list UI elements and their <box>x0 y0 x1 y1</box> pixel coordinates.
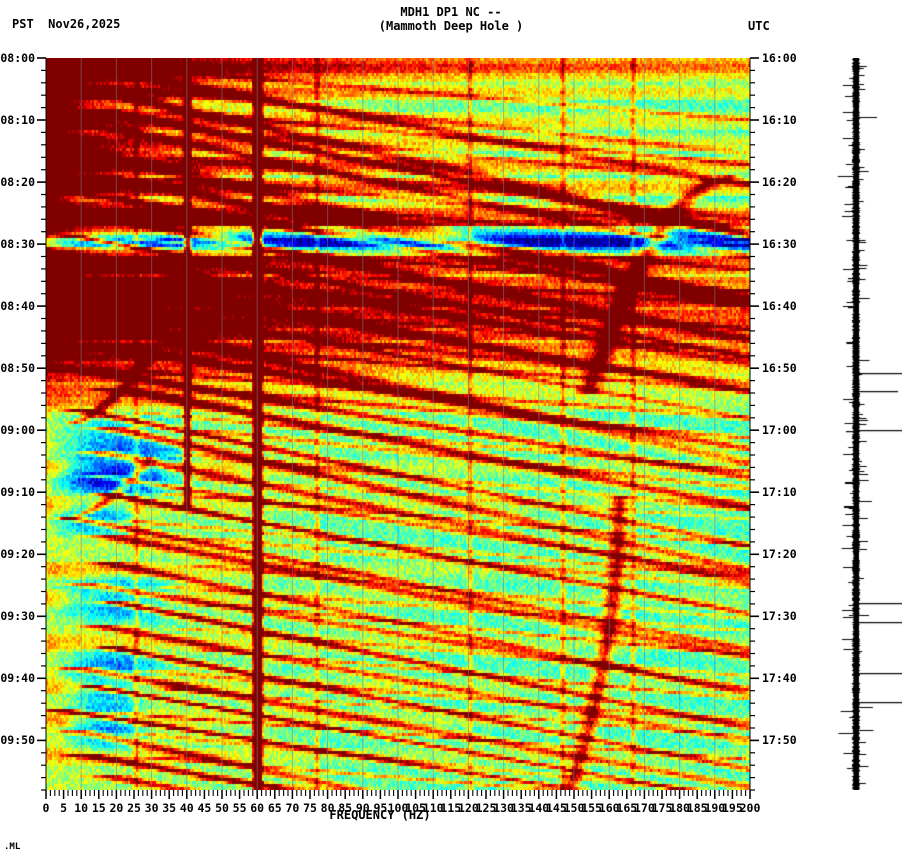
y-axis-left-tick-label: 09:10 <box>0 485 35 500</box>
x-axis-tick-label: 10 <box>74 801 89 815</box>
x-axis-tick-label: 150 <box>563 801 585 815</box>
page-title: MDH1 DP1 NC -- <box>400 5 502 19</box>
x-axis-tick-label: 45 <box>197 801 212 815</box>
y-axis-left-tick-label: 08:10 <box>0 113 35 128</box>
x-axis-tick-label: 170 <box>634 801 655 815</box>
x-axis-tick-label: 120 <box>458 801 479 815</box>
y-axis-right-tick-label: 16:10 <box>762 113 797 128</box>
y-axis-right-tick-label: 17:00 <box>762 423 797 438</box>
x-axis-tick-label: 40 <box>179 801 194 815</box>
y-axis-left-tick-label: 09:50 <box>0 733 35 748</box>
x-axis-tick-label: 80 <box>320 801 335 815</box>
x-axis-tick-label: 140 <box>528 801 550 815</box>
y-axis-right-tick-label: 16:00 <box>762 51 797 65</box>
header-timezone-left: PST <box>12 17 34 31</box>
y-axis-left-tick-label: 08:30 <box>0 237 35 252</box>
x-axis-tick-label: 15 <box>91 801 106 815</box>
x-axis-tick-label: 5 <box>60 801 68 815</box>
y-axis-right-tick-label: 16:20 <box>762 175 797 190</box>
x-axis-tick-label: 190 <box>704 801 726 815</box>
x-axis-tick-label: 60 <box>250 801 265 815</box>
corner-mark: .ML <box>4 842 21 852</box>
x-axis-tick-label: 100 <box>387 801 409 815</box>
y-axis-left-tick-label: 09:00 <box>0 423 35 438</box>
y-axis-left-tick-label: 08:50 <box>0 361 35 376</box>
x-axis-tick-label: 65 <box>267 801 282 815</box>
y-axis-left-tick-label: 09:40 <box>0 671 35 686</box>
x-axis-tick-label: 175 <box>651 801 673 815</box>
y-axis-left-tick-label: 08:20 <box>0 175 35 190</box>
x-axis-tick-label: 110 <box>422 801 444 815</box>
y-axis-right-tick-label: 16:30 <box>762 237 797 252</box>
seismogram-canvas <box>826 58 902 790</box>
x-axis-tick-label: 185 <box>686 801 708 815</box>
x-axis-tick-label: 130 <box>493 801 514 815</box>
y-axis-right-tick-label: 16:50 <box>762 361 797 376</box>
x-axis-tick-label: 115 <box>440 801 462 815</box>
x-axis-tick-label: 90 <box>355 801 370 815</box>
x-axis-tick-label: 105 <box>405 801 426 815</box>
y-axis-right-tick-label: 17:50 <box>762 733 797 748</box>
y-axis-right-tick-label: 17:30 <box>762 609 797 624</box>
y-axis-left-tick-label: 09:30 <box>0 609 35 624</box>
header-timezone-right: UTC <box>748 19 770 33</box>
x-axis-tick-label: 95 <box>373 801 388 815</box>
x-axis-tick-label: 75 <box>303 801 317 815</box>
x-axis-tick-label: 20 <box>109 801 124 815</box>
y-axis-right-tick-label: 17:20 <box>762 547 797 562</box>
y-axis-left-tick-label: 08:40 <box>0 299 35 314</box>
x-axis-tick-label: 145 <box>546 801 567 815</box>
x-axis-tick-label: 165 <box>616 801 638 815</box>
y-axis-right-tick-label: 16:40 <box>762 299 797 314</box>
y-axis-left-tick-label: 09:20 <box>0 547 35 562</box>
page-subtitle: (Mammoth Deep Hole ) <box>378 19 524 33</box>
y-axis-left-tick-label: 08:00 <box>0 51 35 65</box>
header-date: Nov26,2025 <box>48 17 121 31</box>
x-axis-tick-label: 25 <box>127 801 141 815</box>
x-axis-tick-label: 50 <box>215 801 229 815</box>
x-axis-tick-label: 160 <box>598 801 620 815</box>
x-axis-tick-label: 30 <box>144 801 159 815</box>
x-axis-tick-label: 0 <box>42 801 50 815</box>
x-axis-tick-label: 70 <box>285 801 300 815</box>
x-axis-tick-label: 85 <box>338 801 353 815</box>
x-axis-tick-label: 195 <box>722 801 743 815</box>
x-axis-tick-label: 55 <box>232 801 247 815</box>
x-axis-tick-label: 155 <box>581 801 602 815</box>
x-axis-tick-label: 200 <box>739 801 761 815</box>
header-timezone-date: PST Nov26,2025 <box>12 17 120 31</box>
y-axis-right-tick-label: 17:10 <box>762 485 797 500</box>
x-axis-tick-label: 135 <box>510 801 532 815</box>
y-axis-right-tick-label: 17:40 <box>762 671 797 686</box>
x-axis-tick-label: 180 <box>669 801 690 815</box>
x-axis-tick-label: 125 <box>475 801 497 815</box>
x-axis-title: FREQUENCY (HZ) <box>329 808 431 822</box>
seismogram-trace <box>826 58 902 790</box>
x-axis-tick-label: 35 <box>162 801 177 815</box>
